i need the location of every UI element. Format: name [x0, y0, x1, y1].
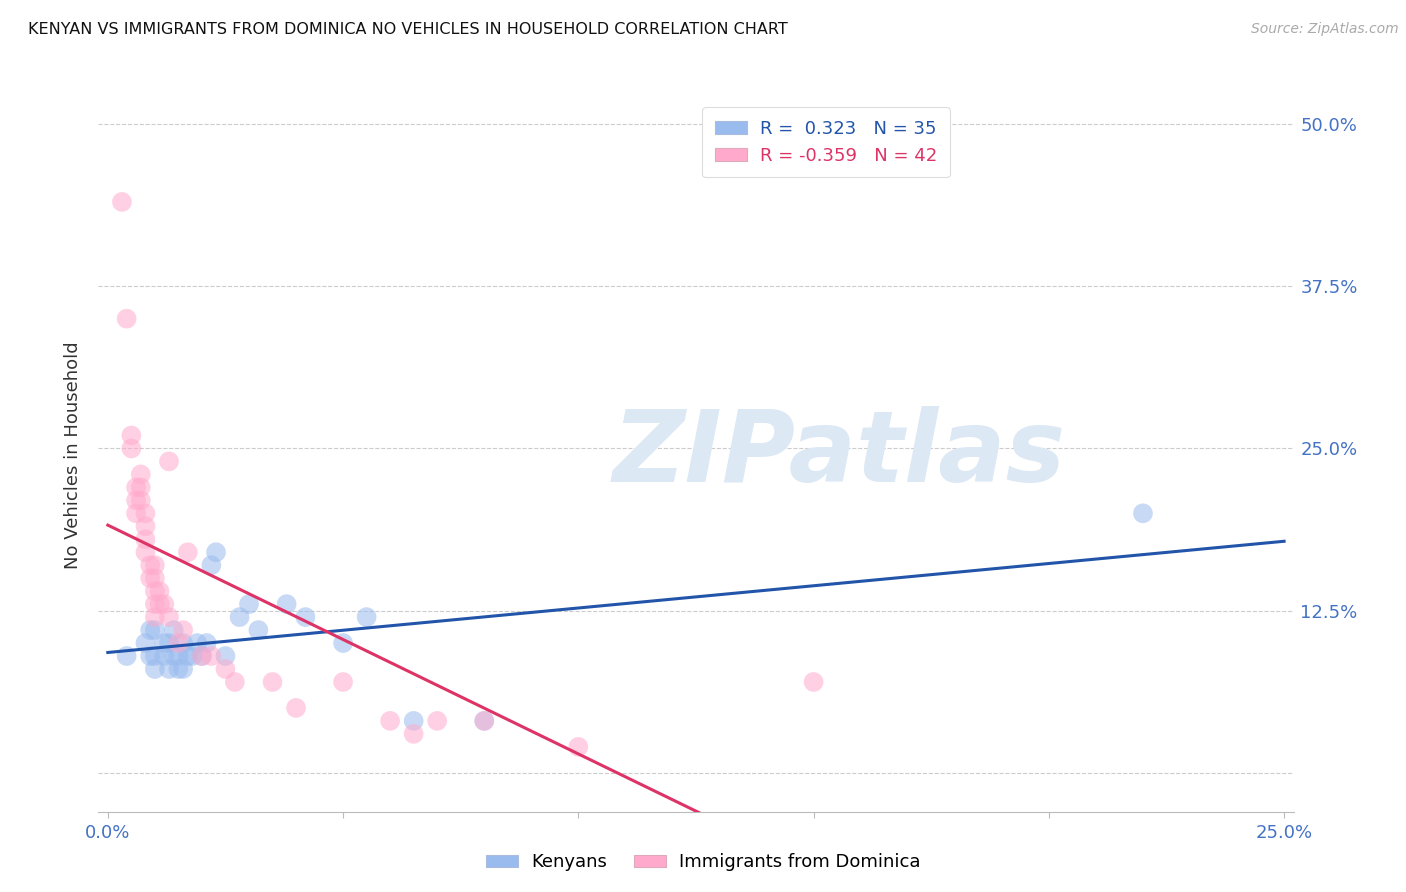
Point: [332, 636, 354, 650]
Point: [153, 636, 176, 650]
Point: [238, 597, 260, 611]
Point: [214, 648, 236, 663]
Point: [134, 533, 156, 547]
Point: [134, 545, 156, 559]
Point: [139, 648, 162, 663]
Point: [181, 648, 204, 663]
Text: ZIPatlas: ZIPatlas: [613, 407, 1066, 503]
Point: [157, 610, 180, 624]
Point: [332, 675, 354, 690]
Point: [157, 636, 180, 650]
Point: [200, 648, 222, 663]
Point: [472, 714, 495, 728]
Point: [402, 727, 425, 741]
Point: [143, 662, 166, 676]
Legend: R =  0.323   N = 35, R = -0.359   N = 42: R = 0.323 N = 35, R = -0.359 N = 42: [702, 107, 950, 178]
Point: [125, 493, 148, 508]
Point: [129, 480, 152, 494]
Y-axis label: No Vehicles in Household: No Vehicles in Household: [65, 341, 83, 569]
Point: [167, 662, 190, 676]
Point: [177, 648, 200, 663]
Point: [125, 506, 148, 520]
Point: [172, 662, 194, 676]
Point: [143, 610, 166, 624]
Point: [120, 442, 142, 456]
Point: [214, 662, 236, 676]
Point: [172, 623, 194, 637]
Point: [149, 597, 172, 611]
Point: [1132, 506, 1154, 520]
Point: [134, 636, 156, 650]
Point: [167, 648, 190, 663]
Point: [143, 558, 166, 573]
Point: [115, 648, 138, 663]
Point: [224, 675, 246, 690]
Point: [153, 648, 176, 663]
Point: [143, 597, 166, 611]
Point: [228, 610, 250, 624]
Point: [139, 558, 162, 573]
Point: [472, 714, 495, 728]
Point: [134, 519, 156, 533]
Text: KENYAN VS IMMIGRANTS FROM DOMINICA NO VEHICLES IN HOUSEHOLD CORRELATION CHART: KENYAN VS IMMIGRANTS FROM DOMINICA NO VE…: [28, 22, 787, 37]
Point: [134, 506, 156, 520]
Point: [200, 558, 222, 573]
Point: [195, 636, 218, 650]
Point: [172, 636, 194, 650]
Point: [378, 714, 401, 728]
Point: [262, 675, 284, 690]
Point: [120, 428, 142, 442]
Point: [567, 739, 589, 754]
Point: [803, 675, 825, 690]
Point: [276, 597, 298, 611]
Point: [177, 545, 200, 559]
Point: [356, 610, 378, 624]
Point: [167, 636, 190, 650]
Point: [143, 623, 166, 637]
Point: [157, 454, 180, 468]
Point: [143, 648, 166, 663]
Point: [139, 571, 162, 585]
Point: [402, 714, 425, 728]
Point: [143, 571, 166, 585]
Point: [426, 714, 449, 728]
Point: [115, 311, 138, 326]
Point: [153, 597, 176, 611]
Point: [285, 701, 308, 715]
Point: [163, 623, 186, 637]
Point: [143, 584, 166, 599]
Point: [186, 636, 208, 650]
Text: Source: ZipAtlas.com: Source: ZipAtlas.com: [1251, 22, 1399, 37]
Point: [191, 648, 214, 663]
Legend: Kenyans, Immigrants from Dominica: Kenyans, Immigrants from Dominica: [478, 847, 928, 879]
Point: [191, 648, 214, 663]
Point: [149, 584, 172, 599]
Point: [125, 480, 148, 494]
Point: [247, 623, 270, 637]
Point: [129, 467, 152, 482]
Point: [294, 610, 316, 624]
Point: [157, 662, 180, 676]
Point: [139, 623, 162, 637]
Point: [163, 648, 186, 663]
Point: [205, 545, 228, 559]
Point: [111, 194, 134, 209]
Point: [129, 493, 152, 508]
